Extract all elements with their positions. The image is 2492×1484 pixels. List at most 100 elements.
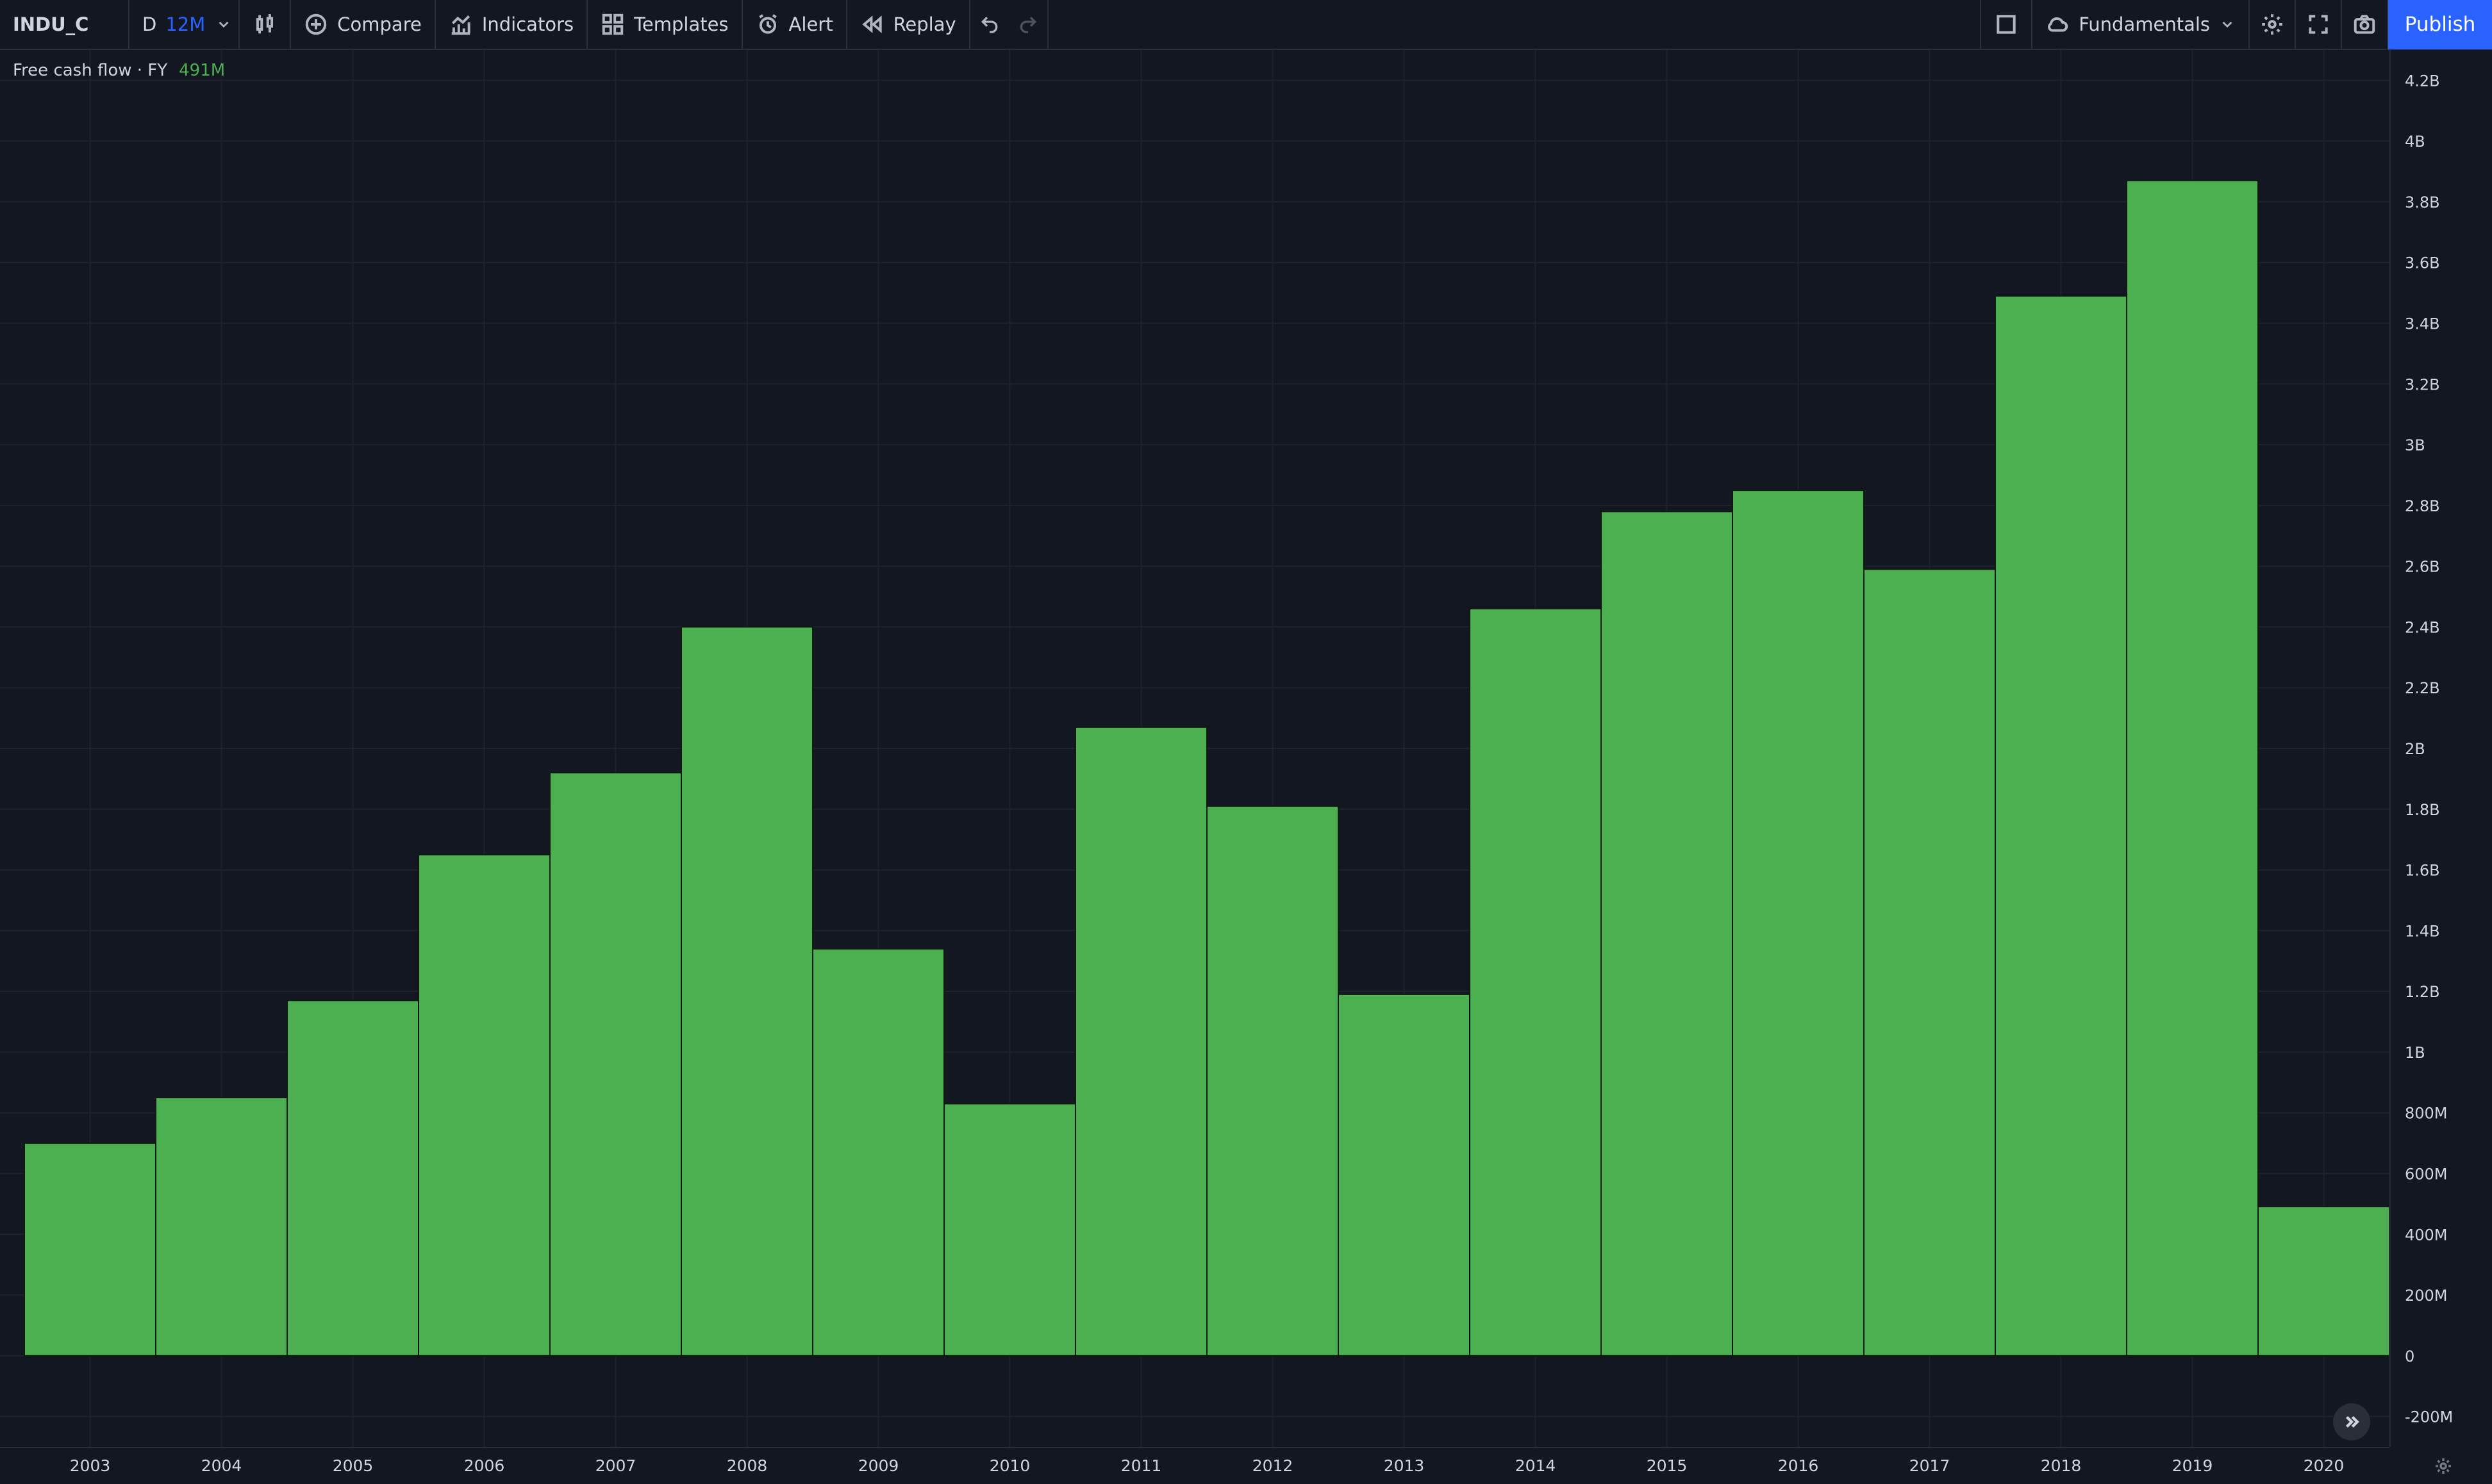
layout-group — [1980, 0, 2033, 49]
legend-title: Free cash flow · FY — [13, 61, 168, 80]
replay-button[interactable]: Replay — [847, 0, 969, 49]
bar-2018[interactable] — [1995, 295, 2127, 1356]
alert-label: Alert — [788, 13, 833, 35]
snapshot-group — [2342, 0, 2388, 49]
bar-2020[interactable] — [2257, 1206, 2390, 1356]
symbol-group: INDU_C — [0, 0, 129, 49]
bar-2013[interactable] — [1338, 993, 1470, 1356]
x-tick-label: 2014 — [1515, 1456, 1556, 1475]
y-axis-labels: -200M 0 200M 400M 600M 800M 1B 1.2B 1.4B 1.6B 1.8B… — [2405, 72, 2453, 1426]
y-tick-label: 200M — [2405, 1287, 2448, 1305]
compare-button[interactable]: Compare — [291, 0, 435, 49]
compare-group: Compare — [291, 0, 436, 49]
indicators-label: Indicators — [481, 13, 574, 35]
redo-button[interactable] — [1009, 0, 1047, 49]
y-tick-label: 4B — [2405, 133, 2425, 151]
alarm-clock-icon — [758, 14, 777, 34]
bar-2017[interactable] — [1863, 568, 1996, 1356]
candles-icon — [256, 14, 274, 34]
plus-circle-icon — [306, 13, 327, 35]
interval-active: 12M — [165, 13, 206, 35]
templates-group: Templates — [588, 0, 743, 49]
layout-button[interactable] — [1981, 0, 2031, 49]
bar-2014[interactable] — [1469, 608, 1602, 1356]
gear-icon — [2436, 1458, 2451, 1474]
indicators-icon — [451, 15, 470, 35]
bar-2015[interactable] — [1600, 511, 1733, 1356]
undo-button[interactable] — [970, 0, 1009, 49]
y-tick-label: 400M — [2405, 1226, 2448, 1244]
gear-icon — [2262, 14, 2282, 35]
fullscreen-icon — [2309, 15, 2328, 34]
snapshot-button[interactable] — [2342, 0, 2387, 49]
publish-button[interactable]: Publish — [2388, 0, 2492, 49]
bar-2004[interactable] — [155, 1097, 288, 1356]
replay-group: Replay — [847, 0, 970, 49]
bar-2008[interactable] — [681, 626, 813, 1356]
alert-button[interactable]: Alert — [743, 0, 846, 49]
x-tick-label: 2010 — [990, 1456, 1031, 1475]
interval-dropdown[interactable] — [209, 0, 238, 49]
alert-group: Alert — [743, 0, 847, 49]
rewind-icon — [861, 15, 882, 33]
x-tick-label: 2004 — [201, 1456, 242, 1475]
indicators-button[interactable]: Indicators — [436, 0, 586, 49]
bar-2012[interactable] — [1206, 805, 1339, 1356]
redo-icon — [1020, 17, 1036, 33]
bar-2019[interactable] — [2126, 179, 2259, 1356]
x-tick-label: 2016 — [1778, 1456, 1819, 1475]
y-tick-label: 1B — [2405, 1044, 2425, 1062]
y-tick-label: 3.8B — [2405, 194, 2440, 211]
y-tick-label: 3.4B — [2405, 315, 2440, 333]
x-tick-label: 2007 — [595, 1456, 636, 1475]
bar-2016[interactable] — [1732, 490, 1865, 1356]
legend-value: 491M — [179, 61, 226, 80]
x-tick-label: 2006 — [464, 1456, 505, 1475]
x-tick-label: 2008 — [727, 1456, 768, 1475]
settings-button[interactable] — [2250, 0, 2295, 49]
bar-2003[interactable] — [24, 1142, 156, 1356]
y-tick-label: 1.4B — [2405, 922, 2440, 940]
bar-2006[interactable] — [418, 853, 551, 1356]
x-tick-label: 2009 — [858, 1456, 899, 1475]
axis-settings-button[interactable] — [2429, 1452, 2457, 1480]
fcf-bar-chart[interactable]: -200M 0 200M 400M 600M 800M 1B 1.2B 1.4B 1.6B 1.8B… — [0, 50, 2492, 1484]
y-tick-label: 3B — [2405, 436, 2425, 454]
y-tick-label: 2.8B — [2405, 497, 2440, 515]
bar-2007[interactable] — [549, 771, 682, 1356]
symbol-search-button[interactable]: INDU_C — [13, 13, 89, 35]
bar-2005[interactable] — [287, 1000, 419, 1356]
double-chevron-right-icon — [2345, 1415, 2359, 1428]
x-tick-label: 2003 — [70, 1456, 111, 1475]
x-tick-label: 2019 — [2172, 1456, 2213, 1475]
single-layout-icon — [1997, 15, 2016, 34]
bar-2009[interactable] — [812, 948, 945, 1356]
bars — [24, 179, 2390, 1356]
interval-group: D 12M — [129, 0, 240, 49]
y-tick-label: -200M — [2405, 1408, 2453, 1426]
scroll-to-realtime-button[interactable] — [2333, 1403, 2370, 1440]
chevron-down-icon — [2222, 21, 2232, 28]
templates-grid-icon — [602, 13, 624, 35]
bar-2010[interactable] — [943, 1103, 1076, 1356]
templates-button[interactable]: Templates — [588, 0, 741, 49]
x-tick-label: 2020 — [2304, 1456, 2345, 1475]
fullscreen-button[interactable] — [2296, 0, 2341, 49]
replay-label: Replay — [893, 13, 956, 35]
y-tick-label: 3.2B — [2405, 375, 2440, 393]
y-tick-label: 1.8B — [2405, 801, 2440, 819]
fundamentals-button[interactable]: Fundamentals — [2032, 0, 2248, 49]
undo-icon — [981, 17, 997, 33]
indicators-group: Indicators — [436, 0, 588, 49]
chart-type-button[interactable] — [240, 0, 290, 49]
x-tick-label: 2013 — [1384, 1456, 1425, 1475]
templates-label: Templates — [634, 13, 729, 35]
bar-2011[interactable] — [1075, 726, 1208, 1356]
series-legend[interactable]: Free cash flow · FY 491M — [13, 61, 225, 80]
interval-button[interactable]: D 12M — [129, 0, 209, 49]
price-scale-border — [2389, 50, 2391, 1447]
x-axis-labels: 2003 2004 2005 2006 2007 2008 2009 2010 2011 2012… — [70, 1456, 2345, 1475]
y-tick-label: 1.6B — [2405, 862, 2440, 880]
settings-group — [2250, 0, 2296, 49]
